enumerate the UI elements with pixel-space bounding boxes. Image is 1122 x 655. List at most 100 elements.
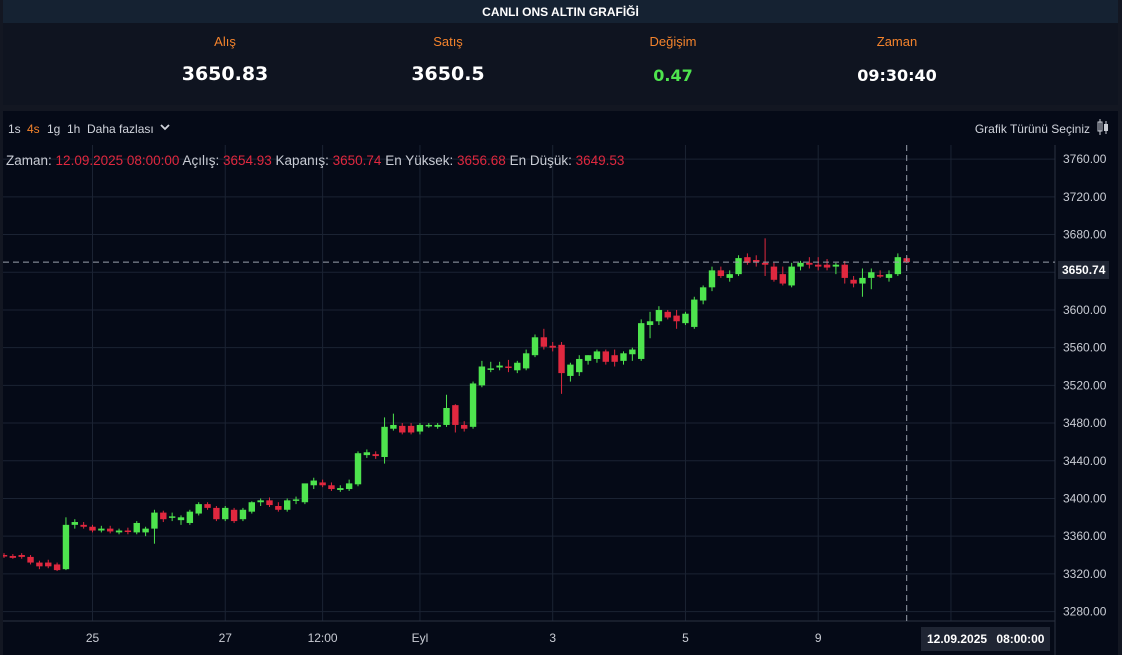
candle-up: [469, 383, 477, 427]
candle-up: [151, 512, 158, 529]
chart-container[interactable]: 3280.00 3320.00 3360.00 3400.00 3440.00 3480.…: [3, 111, 1118, 655]
crosshair-date-tag: 12.09.2025 08:00:00: [921, 627, 1051, 651]
ohlc-time-label: Zaman:: [6, 153, 52, 168]
candle-down: [664, 311, 671, 318]
candle-up: [646, 321, 654, 326]
candle-down: [407, 425, 415, 433]
candle-down: [452, 405, 459, 425]
candle-down: [744, 257, 751, 263]
candle-up: [735, 258, 742, 275]
stat-change: Değişim 0.47: [573, 34, 773, 85]
interval-1h[interactable]: 1h: [67, 122, 81, 136]
candle-down: [815, 264, 822, 267]
candle-up: [284, 500, 291, 510]
candle-up: [478, 366, 486, 386]
candle-up: [71, 522, 78, 525]
candle-up: [567, 364, 574, 376]
candle-up: [832, 264, 840, 267]
candle-up: [381, 426, 388, 457]
candle-down: [602, 351, 609, 362]
interval-4s[interactable]: 4s: [27, 122, 40, 136]
candle-up: [133, 522, 140, 533]
candle-down: [779, 274, 786, 284]
more-intervals-label: Daha fazlası: [87, 122, 154, 136]
ohlc-low-value: 3649.53: [575, 153, 625, 168]
candle-up: [354, 453, 362, 485]
candle-up: [363, 452, 371, 456]
y-tick-label: 3680.00: [1063, 228, 1107, 242]
candle-up: [868, 272, 875, 278]
candle-down: [230, 509, 238, 522]
page-title: CANLI ONS ALTIN GRAFİĞİ: [3, 0, 1118, 23]
stat-time-label: Zaman: [876, 34, 918, 49]
candle-up: [115, 530, 123, 533]
ohlc-high-value: 3656.68: [457, 153, 506, 168]
candle-up: [593, 351, 601, 359]
candle-up: [142, 528, 149, 533]
candle-down: [89, 526, 96, 531]
candle-up: [443, 407, 450, 425]
crosshair-price-tag: 3650.74: [1058, 261, 1110, 279]
x-tick-label: 12:00: [308, 631, 338, 645]
y-tick-label: 3560.00: [1063, 341, 1107, 355]
candle-up: [531, 337, 539, 356]
ohlc-open-value: 3654.93: [222, 153, 272, 168]
chart-type-label[interactable]: Grafik Türünü Seçiniz: [974, 122, 1090, 136]
stat-bid-label: Alış: [214, 34, 236, 49]
ohlc-high-label: En Yüksek:: [385, 153, 454, 168]
candle-up: [310, 480, 317, 486]
stat-ask-value: 3650.5: [411, 63, 485, 85]
candle-up: [885, 274, 893, 278]
candle-up: [425, 424, 432, 427]
interval-1g[interactable]: 1g: [47, 122, 61, 136]
candle-down: [107, 528, 114, 532]
candle-up: [292, 499, 300, 501]
crosshair-date-label: 12.09.2025: [927, 632, 988, 646]
y-tick-label: 3320.00: [1063, 567, 1107, 581]
candle-up: [248, 502, 255, 512]
candle-down: [611, 355, 618, 362]
candle-down: [3, 555, 8, 557]
candle-down: [806, 262, 813, 265]
more-intervals-dropdown[interactable]: Daha fazlası: [87, 122, 170, 136]
y-tick-label: 3440.00: [1063, 454, 1107, 468]
candlestick-chart[interactable]: 3280.00 3320.00 3360.00 3400.00 3440.00 3480.…: [3, 111, 1118, 655]
candle-up: [859, 277, 866, 284]
x-tick-label: Eyl: [412, 631, 429, 645]
candle-down: [319, 482, 326, 486]
interval-1s[interactable]: 1s: [8, 122, 21, 136]
candle-down: [372, 454, 379, 457]
stat-bid-value: 3650.83: [181, 63, 269, 85]
candle-down: [124, 530, 132, 533]
candle-up: [257, 500, 264, 503]
candle-down: [558, 344, 565, 374]
y-tick-label: 3480.00: [1063, 416, 1107, 430]
x-tick-label: 9: [815, 631, 822, 645]
candle-down: [823, 264, 831, 268]
candle-down: [213, 507, 220, 520]
candle-up: [584, 355, 592, 361]
candle-down: [717, 270, 725, 277]
y-tick-label: 3400.00: [1063, 491, 1107, 505]
stat-ask-label: Satış: [433, 34, 463, 49]
candlestick-type-icon[interactable]: [1096, 119, 1110, 135]
stat-bid: Alış 3650.83: [125, 34, 325, 85]
candle-up: [186, 511, 194, 523]
candle-up: [177, 517, 185, 521]
candle-up: [487, 368, 494, 370]
candle-down: [160, 512, 167, 520]
stat-change-value: 0.47: [653, 66, 693, 85]
candle-down: [770, 266, 778, 280]
candle-down: [549, 345, 556, 348]
candle-down: [266, 500, 273, 506]
candle-down: [841, 264, 848, 278]
candle-up: [576, 358, 583, 373]
candle-down: [9, 555, 17, 558]
candle-up: [691, 299, 698, 327]
ohlc-open-label: Açılış:: [182, 153, 220, 168]
x-tick-label: 3: [549, 631, 556, 645]
candle-up: [797, 262, 804, 267]
y-tick-label: 3520.00: [1063, 378, 1107, 392]
candle-up: [894, 257, 902, 275]
candle-down: [761, 262, 769, 265]
